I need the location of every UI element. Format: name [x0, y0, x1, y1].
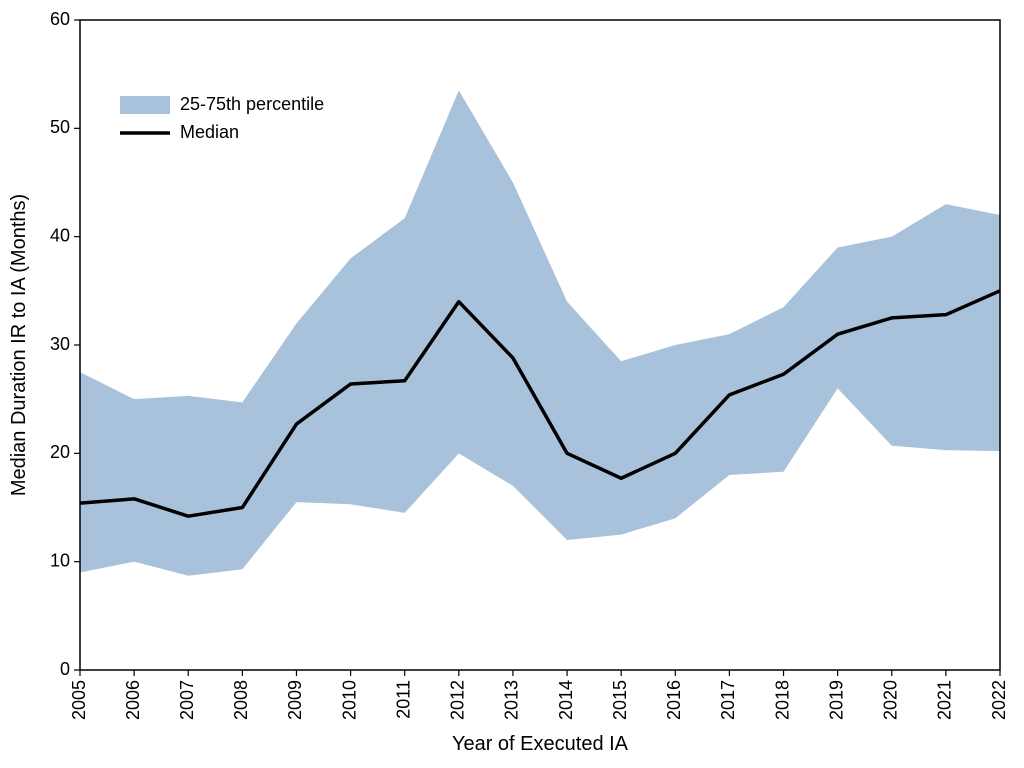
y-tick-label: 30: [50, 334, 70, 354]
x-axis-label: Year of Executed IA: [452, 733, 629, 755]
x-tick-label: 2006: [123, 680, 143, 720]
x-tick-label: 2021: [935, 680, 955, 720]
y-tick-label: 20: [50, 442, 70, 462]
x-tick-label: 2010: [339, 680, 359, 720]
legend-label: Median: [180, 122, 239, 142]
x-tick-label: 2020: [881, 680, 901, 720]
x-tick-label: 2009: [285, 680, 305, 720]
y-axis-label: Median Duration IR to IA (Months): [8, 194, 30, 496]
x-tick-label: 2014: [556, 680, 576, 720]
x-tick-label: 2011: [393, 680, 413, 719]
x-tick-label: 2007: [177, 680, 197, 720]
x-tick-label: 2017: [718, 680, 738, 720]
x-tick-label: 2013: [502, 680, 522, 720]
y-tick-label: 50: [50, 117, 70, 137]
legend-swatch-band: [120, 96, 170, 114]
x-tick-label: 2005: [69, 680, 89, 720]
x-tick-label: 2008: [231, 680, 251, 720]
y-tick-label: 60: [50, 9, 70, 29]
x-tick-label: 2019: [826, 680, 846, 720]
x-tick-label: 2018: [772, 680, 792, 720]
x-tick-label: 2022: [989, 680, 1009, 720]
x-tick-label: 2015: [610, 680, 630, 720]
x-tick-label: 2012: [448, 680, 468, 720]
x-tick-label: 2016: [664, 680, 684, 720]
y-tick-label: 10: [50, 550, 70, 570]
legend-label: 25-75th percentile: [180, 94, 324, 114]
duration-chart: 0 10 20 30 40 50 60 2005 2006 2007 2008 2009 2010 201…: [0, 0, 1024, 768]
y-tick-label: 0: [60, 659, 70, 679]
y-tick-label: 40: [50, 225, 70, 245]
